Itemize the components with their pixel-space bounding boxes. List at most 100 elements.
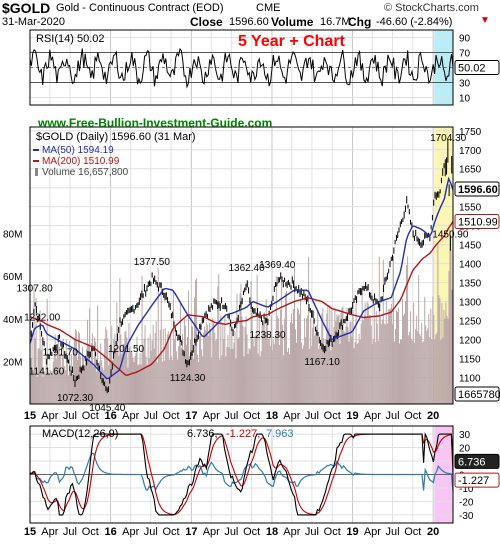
volume-y-tick-label: 80M: [3, 230, 22, 241]
x-axis: 15 Apr Jul Oct 16 Apr Jul Oct 17 Apr Jul Oct 18 Apr Ju…: [24, 410, 439, 422]
x-tick-label: 15: [24, 526, 36, 538]
price-tag-label: 1596.60: [458, 184, 498, 196]
price-annotation: 1307.80: [17, 284, 54, 295]
rsi-y-tick-label: 30: [459, 79, 471, 90]
x-tick-label: Oct: [82, 410, 99, 422]
price-y-tick-label: 1750: [459, 127, 482, 138]
price-y-tick-label: 1350: [459, 279, 482, 290]
price-y-tick-label: 1650: [459, 165, 482, 176]
macd-y-tick-label: -20: [459, 497, 474, 508]
exchange: CME: [256, 2, 281, 14]
macd-y-tick-label: 30: [459, 430, 471, 441]
x-tick-label: Oct: [163, 410, 180, 422]
rsi-tag-label: 50.02: [458, 62, 486, 74]
chart-header: $GOLD Gold - Continuous Contract (EOD) C…: [0, 0, 500, 29]
volume-value: 16.7M: [320, 16, 351, 28]
rsi-line: [29, 47, 454, 89]
macd-line: [29, 431, 454, 516]
price-annotation: 1045.40: [89, 403, 126, 414]
macd-value: 6.736,: [187, 428, 218, 440]
macd-histogram-value: 7.963: [266, 428, 294, 440]
close-value: 1596.60: [229, 16, 269, 28]
price-annotation: 1141.60: [29, 367, 65, 378]
close-label: Close: [190, 15, 223, 29]
chg-value: -46.60 (-2.84%): [376, 16, 453, 28]
volume-tag: 1665780: [454, 386, 500, 402]
x-tick-label: Oct: [324, 526, 341, 538]
x-tick-label: Jul: [385, 410, 399, 422]
x-tick-label: 17: [185, 410, 197, 422]
stockcharts-watermark: © StockCharts.com: [384, 2, 479, 14]
x-tick-label: 19: [346, 410, 358, 422]
price-annotation: 1704.30: [430, 133, 467, 144]
x-tick-label: Oct: [243, 526, 260, 538]
price-annotation: 1201.50: [108, 344, 145, 355]
chart-date: 31-Mar-2020: [2, 16, 65, 28]
symbol: $GOLD: [2, 0, 51, 16]
price-legend-entry: MA(200) 1510.99: [42, 156, 120, 167]
x-tick-label: Jul: [305, 410, 319, 422]
x-tick-label: Apr: [41, 410, 58, 422]
macd-title: MACD(12,26,9): [42, 428, 118, 440]
volume-tag-box: [454, 386, 500, 402]
x-tick-label: 15: [24, 410, 36, 422]
x-tick-label: 18: [266, 410, 278, 422]
price-tag: 1596.60: [454, 181, 500, 197]
x-tick-label: Apr: [122, 526, 139, 538]
x-tick-label: Jul: [144, 410, 158, 422]
macd-y-tick-label: -10: [459, 484, 474, 495]
chart-overlay-title: 5 Year + Chart: [238, 33, 346, 50]
price-annotation: 1232.00: [24, 312, 61, 323]
x-tick-label: Oct: [404, 410, 421, 422]
rsi-tag: 50.02: [454, 59, 500, 75]
price-annotation: 1191.70: [43, 348, 79, 359]
price-annotation: 1072.30: [57, 393, 94, 404]
price-annotation: 1450.90: [432, 229, 469, 240]
x-tick-label: Apr: [203, 526, 220, 538]
price-annotation: 1377.50: [134, 257, 171, 268]
x-tick-label: Apr: [364, 526, 381, 538]
price-annotation: 1369.40: [259, 260, 296, 271]
x-tick-label: Oct: [404, 526, 421, 538]
x-axis-bottom: 15 Apr Jul Oct 16 Apr Jul Oct 17 Apr Jul Oct 18 Apr Ju…: [24, 526, 439, 538]
macd-tag: 6.736: [454, 453, 500, 469]
volume-label: Volume: [271, 15, 314, 29]
x-tick-label: Apr: [364, 410, 381, 422]
volume-y-tick-label: 20M: [3, 357, 22, 368]
x-tick-label: 17: [185, 526, 197, 538]
rsi-panel-frame: [29, 29, 454, 106]
rsi-title: RSI(14) 50.02: [36, 33, 104, 45]
volume-y-tick-label: 40M: [3, 315, 22, 326]
x-tick-label: 20: [427, 410, 439, 422]
ma200-line: [29, 221, 454, 376]
x-tick-label: 19: [346, 526, 358, 538]
x-tick-label: Apr: [283, 410, 300, 422]
price-annotation: 1362.40: [228, 263, 265, 274]
volume-tag-label: 1665780: [458, 389, 500, 401]
x-tick-label: 16: [104, 526, 116, 538]
price-y-tick-label: 1550: [459, 203, 482, 214]
price-y-tick-label: 1200: [459, 335, 482, 346]
x-tick-label: Jul: [63, 526, 77, 538]
x-tick-label: Jul: [63, 410, 77, 422]
price-bars: [29, 139, 454, 394]
macd-tag-label: -1.227: [458, 475, 489, 487]
volume-legend-marker: [35, 168, 38, 176]
price-y-tick-label: 1300: [459, 298, 482, 309]
macd-tag-box: [454, 472, 500, 488]
price-tag-box: [454, 181, 500, 197]
price-y-tick-label: 1100: [459, 373, 481, 384]
price-y-tick-label: 1250: [459, 317, 482, 328]
macd-histogram-line: [29, 452, 454, 492]
ma50-line: [29, 176, 454, 380]
rsi-tag-box: [454, 59, 500, 75]
x-tick-label: Apr: [203, 410, 220, 422]
price-tag: 1510.99: [454, 213, 500, 229]
rsi-y-tick-label: 10: [459, 94, 471, 105]
x-tick-label: Jul: [385, 526, 399, 538]
site-watermark: www.Free-Bullion-Investment-Guide.com: [37, 116, 272, 130]
instrument-name: Gold - Continuous Contract (EOD): [56, 2, 224, 14]
rsi-y-tick-label: 70: [459, 49, 471, 60]
x-tick-label: Apr: [283, 526, 300, 538]
